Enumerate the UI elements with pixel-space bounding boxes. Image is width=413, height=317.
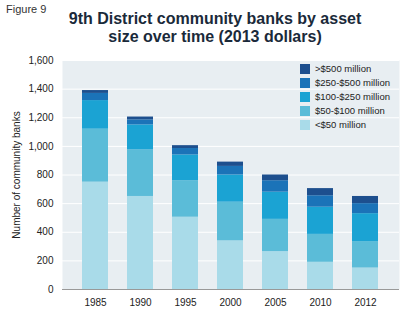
svg-text:1995: 1995 <box>174 297 197 308</box>
svg-text:1,600: 1,600 <box>28 55 53 66</box>
svg-text:1,000: 1,000 <box>28 141 53 152</box>
html-text:$100-$250 million: $100-$250 million <box>315 91 390 102</box>
svg-text:Number of community banks: Number of community banks <box>11 111 22 238</box>
svg-text:200: 200 <box>37 255 54 266</box>
svg-text:1,200: 1,200 <box>28 112 53 123</box>
svg-text:2010: 2010 <box>309 297 332 308</box>
html-text:9th District community banks b: 9th District community banks by asset si… <box>68 10 362 45</box>
svg-text:1,400: 1,400 <box>28 83 53 94</box>
html-text:$50-$100 million: $50-$100 million <box>315 105 385 116</box>
html-text:<$50 million: <$50 million <box>315 119 366 130</box>
svg-text:1990: 1990 <box>129 297 152 308</box>
html-text:>$500 million: >$500 million <box>315 63 372 74</box>
svg-text:400: 400 <box>37 226 54 237</box>
svg-text:800: 800 <box>37 169 54 180</box>
svg-text:600: 600 <box>37 198 54 209</box>
svg-text:2000: 2000 <box>219 297 242 308</box>
svg-text:1985: 1985 <box>84 297 107 308</box>
svg-text:2012: 2012 <box>354 297 377 308</box>
html-text:Figure 9: Figure 9 <box>6 3 47 15</box>
svg-text:2005: 2005 <box>264 297 287 308</box>
svg-text:0: 0 <box>48 284 54 295</box>
html-text:$250-$500 million: $250-$500 million <box>315 77 390 88</box>
